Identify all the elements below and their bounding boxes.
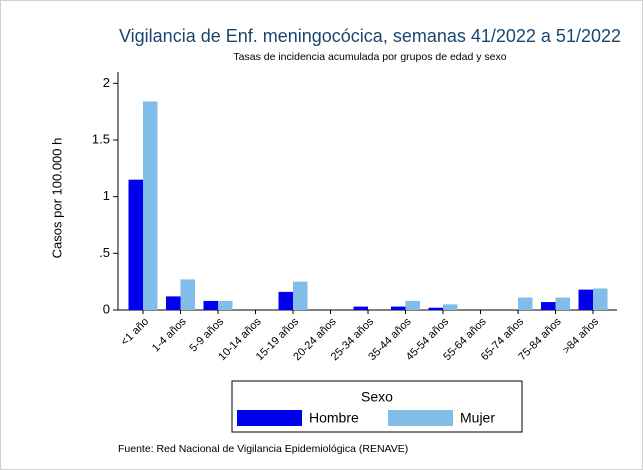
bar bbox=[278, 291, 293, 310]
chart-subtitle: Tasas de incidencia acumulada por grupos… bbox=[233, 51, 506, 63]
bar bbox=[180, 279, 195, 310]
bar bbox=[518, 297, 533, 310]
y-tick-label: 1.5 bbox=[92, 131, 110, 146]
legend-swatch bbox=[237, 410, 302, 426]
bar bbox=[218, 300, 233, 310]
y-axis-label: Casos por 100.000 h bbox=[49, 138, 64, 259]
bar bbox=[428, 307, 443, 310]
y-tick-label: 0 bbox=[103, 301, 110, 316]
source-note: Fuente: Red Nacional de Vigilancia Epide… bbox=[118, 443, 408, 455]
bar bbox=[203, 300, 218, 310]
bar bbox=[391, 306, 406, 310]
bar bbox=[578, 289, 593, 310]
bar bbox=[405, 300, 420, 310]
y-tick-label: .5 bbox=[99, 245, 110, 260]
bar bbox=[143, 101, 158, 310]
bar bbox=[353, 306, 368, 310]
chart-title: Vigilancia de Enf. meningocócica, semana… bbox=[119, 26, 621, 46]
legend-title: Sexo bbox=[361, 389, 393, 405]
legend-label: Hombre bbox=[309, 410, 359, 426]
y-tick-label: 2 bbox=[103, 75, 110, 90]
legend-label: Mujer bbox=[460, 410, 495, 426]
bar bbox=[293, 281, 308, 310]
bar bbox=[541, 302, 556, 310]
bar bbox=[555, 297, 570, 310]
bar bbox=[593, 288, 608, 310]
legend-swatch bbox=[388, 410, 453, 426]
bar bbox=[128, 179, 143, 310]
bar bbox=[443, 304, 458, 310]
y-tick-label: 1 bbox=[103, 188, 110, 203]
bar bbox=[166, 296, 181, 310]
